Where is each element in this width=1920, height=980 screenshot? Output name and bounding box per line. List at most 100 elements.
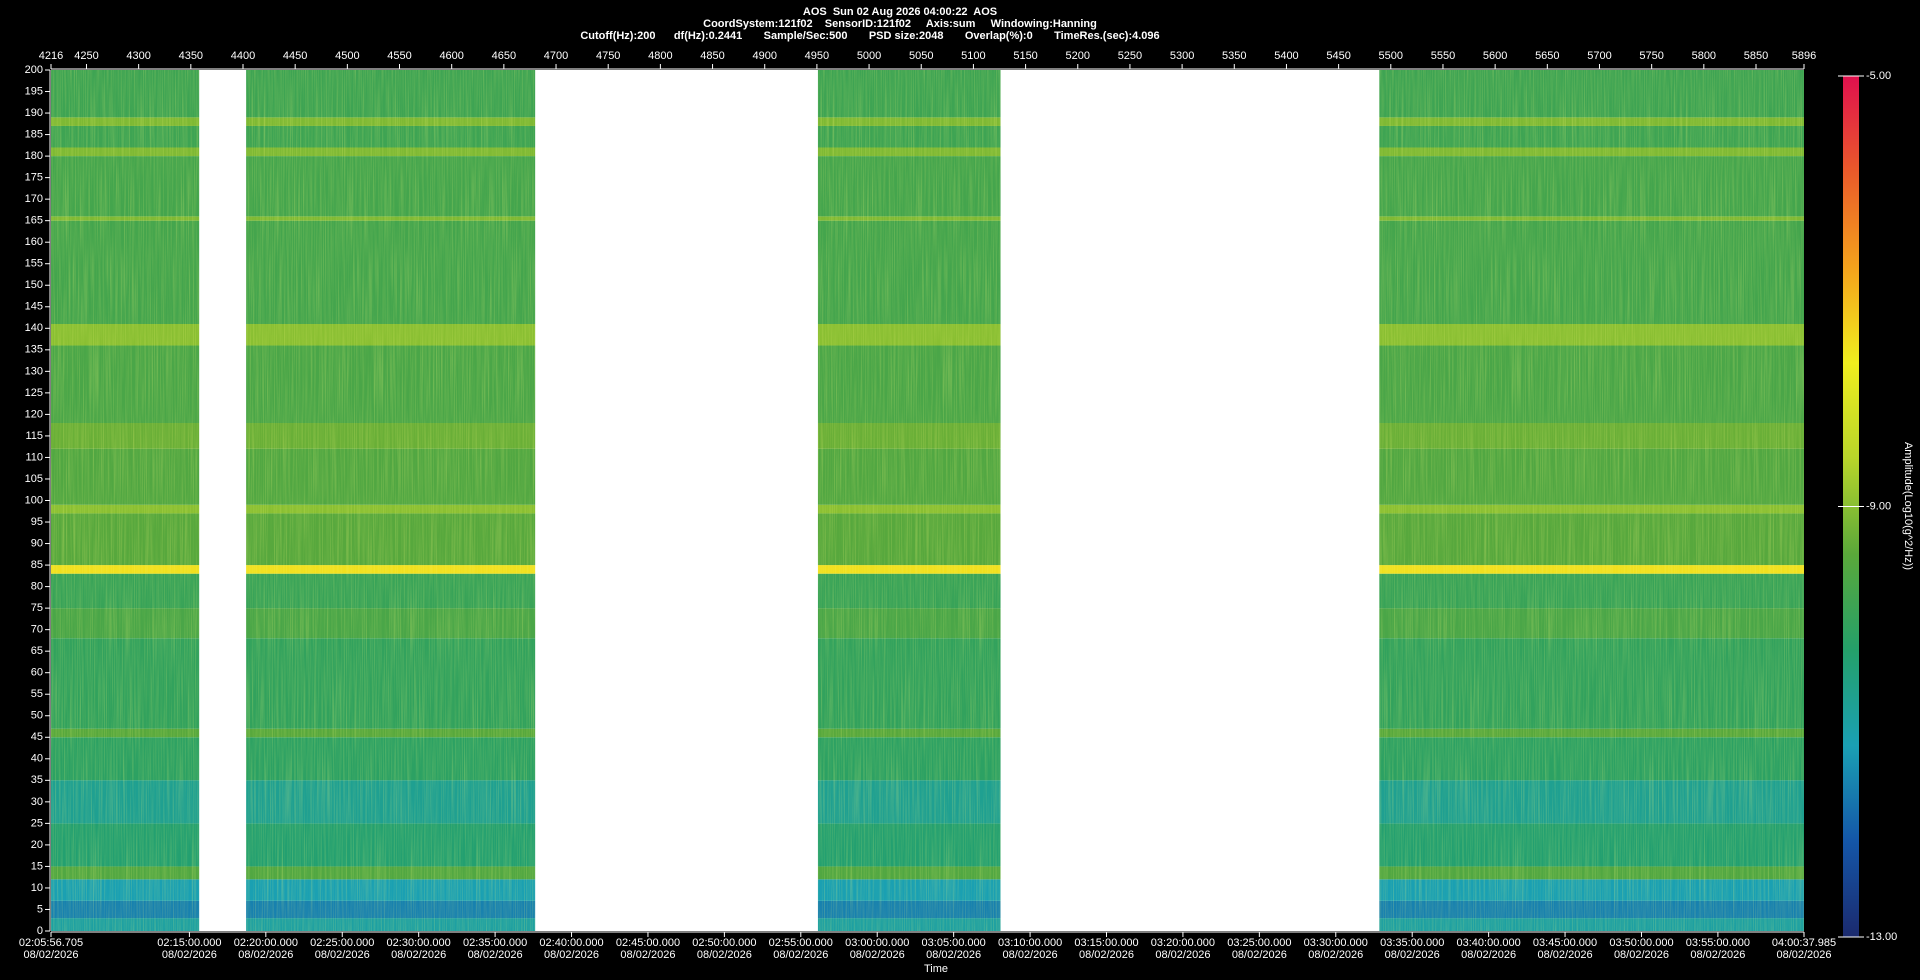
- colorbar-tick-label: -5.00: [1866, 70, 1891, 82]
- x-tick-date: 08/02/2026: [1538, 949, 1593, 961]
- x-tick-label: 03:55:00.000: [1686, 937, 1750, 949]
- x2-tick-label: 5050: [909, 50, 933, 62]
- x2-tick-label: 5600: [1483, 50, 1507, 62]
- x2-tick-label: 4700: [544, 50, 568, 62]
- x-tick-label: 02:20:00.000: [234, 937, 298, 949]
- x-tick-label: 02:45:00.000: [616, 937, 680, 949]
- x-tick-label: 03:00:00.000: [845, 937, 909, 949]
- y-tick-label: 25: [31, 817, 43, 829]
- x2-tick-label: 4800: [648, 50, 672, 62]
- x-tick-label: 03:30:00.000: [1304, 937, 1368, 949]
- x2-tick-label: 5650: [1535, 50, 1559, 62]
- x2-tick-label: 4250: [74, 50, 98, 62]
- x-tick-date: 08/02/2026: [1690, 949, 1745, 961]
- x-tick-label: 03:40:00.000: [1457, 937, 1521, 949]
- x-tick-label: 04:00:37.985: [1772, 937, 1836, 949]
- y-tick-label: 170: [25, 193, 43, 205]
- x-tick-date: 08/02/2026: [162, 949, 217, 961]
- y-tick-label: 150: [25, 279, 43, 291]
- x2-tick-label: 4750: [596, 50, 620, 62]
- x2-tick-label: 5250: [1118, 50, 1142, 62]
- x-tick-date: 08/02/2026: [1308, 949, 1363, 961]
- x2-tick-label: 5450: [1326, 50, 1350, 62]
- x-tick-label: 02:55:00.000: [769, 937, 833, 949]
- x2-tick-label: 5100: [961, 50, 985, 62]
- x-tick-label: 03:05:00.000: [922, 937, 986, 949]
- y-tick-label: 85: [31, 559, 43, 571]
- y-tick-label: 55: [31, 688, 43, 700]
- texture: [51, 70, 1804, 931]
- y-tick-label: 70: [31, 624, 43, 636]
- y-tick-label: 30: [31, 796, 43, 808]
- x-tick-date: 08/02/2026: [850, 949, 905, 961]
- x-tick-date: 08/02/2026: [23, 949, 78, 961]
- x-tick-label: 02:30:00.000: [387, 937, 451, 949]
- y-tick-label: 165: [25, 215, 43, 227]
- y-tick-label: 100: [25, 494, 43, 506]
- y-tick-label: 20: [31, 839, 43, 851]
- y-tick-label: 135: [25, 344, 43, 356]
- y-tick-label: 50: [31, 710, 43, 722]
- x2-tick-label: 5550: [1431, 50, 1455, 62]
- x-tick-date: 08/02/2026: [238, 949, 293, 961]
- y-tick-label: 95: [31, 516, 43, 528]
- x-tick-date: 08/02/2026: [697, 949, 752, 961]
- y-tick-label: 185: [25, 128, 43, 140]
- y-tick-label: 130: [25, 365, 43, 377]
- x2-tick-label: 4500: [335, 50, 359, 62]
- x-tick-date: 08/02/2026: [1776, 949, 1831, 961]
- y-tick-label: 10: [31, 882, 43, 894]
- x2-tick-label: 4650: [492, 50, 516, 62]
- x2-tick-label: 5896: [1792, 50, 1816, 62]
- x-tick-date: 08/02/2026: [544, 949, 599, 961]
- x2-tick-label: 5850: [1744, 50, 1768, 62]
- x2-tick-label: 5500: [1379, 50, 1403, 62]
- x2-tick-label: 4950: [805, 50, 829, 62]
- x2-tick-label: 5000: [857, 50, 881, 62]
- header-info: CoordSystem:121f02 SensorID:121f02 Axis:…: [703, 18, 1097, 30]
- x2-tick-label: 5300: [1170, 50, 1194, 62]
- x-tick-label: 03:20:00.000: [1151, 937, 1215, 949]
- x2-tick-label: 5700: [1587, 50, 1611, 62]
- x-tick-date: 08/02/2026: [620, 949, 675, 961]
- y-tick-label: 145: [25, 301, 43, 313]
- y-tick-label: 90: [31, 537, 43, 549]
- x2-tick-label: 4900: [752, 50, 776, 62]
- x-tick-date: 08/02/2026: [391, 949, 446, 961]
- y-tick-label: 75: [31, 602, 43, 614]
- x-tick-date: 08/02/2026: [773, 949, 828, 961]
- y-tick-label: 80: [31, 581, 43, 593]
- y-tick-label: 190: [25, 107, 43, 119]
- x-tick-date: 08/02/2026: [1155, 949, 1210, 961]
- x2-tick-label: 4400: [231, 50, 255, 62]
- x2-tick-label: 5750: [1639, 50, 1663, 62]
- y-tick-label: 15: [31, 860, 43, 872]
- x-tick-date: 08/02/2026: [926, 949, 981, 961]
- x-tick-label: 03:35:00.000: [1380, 937, 1444, 949]
- header-title: AOS Sun 02 Aug 2026 04:00:22 AOS: [803, 6, 997, 18]
- x2-tick-label: 5400: [1274, 50, 1298, 62]
- x2-tick-label: 4350: [179, 50, 203, 62]
- y-tick-label: 35: [31, 774, 43, 786]
- y-tick-label: 110: [25, 451, 43, 463]
- y-tick-label: 175: [25, 172, 43, 184]
- x2-tick-label: 4850: [700, 50, 724, 62]
- x-tick-label: 02:25:00.000: [310, 937, 374, 949]
- x2-tick-label: 5350: [1222, 50, 1246, 62]
- y-tick-label: 140: [25, 322, 43, 334]
- y-tick-label: 5: [37, 903, 43, 915]
- x-tick-date: 08/02/2026: [468, 949, 523, 961]
- x2-tick-label: 5150: [1013, 50, 1037, 62]
- x-axis-label: Time: [924, 963, 948, 975]
- x-tick-label: 02:15:00.000: [157, 937, 221, 949]
- x-tick-label: 02:50:00.000: [692, 937, 756, 949]
- y-tick-label: 60: [31, 667, 43, 679]
- x-tick-date: 08/02/2026: [1003, 949, 1058, 961]
- y-tick-label: 200: [25, 64, 43, 76]
- x-tick-date: 08/02/2026: [1079, 949, 1134, 961]
- x-tick-label: 03:10:00.000: [998, 937, 1062, 949]
- x-tick-date: 08/02/2026: [1461, 949, 1516, 961]
- x2-tick-label: 4600: [439, 50, 463, 62]
